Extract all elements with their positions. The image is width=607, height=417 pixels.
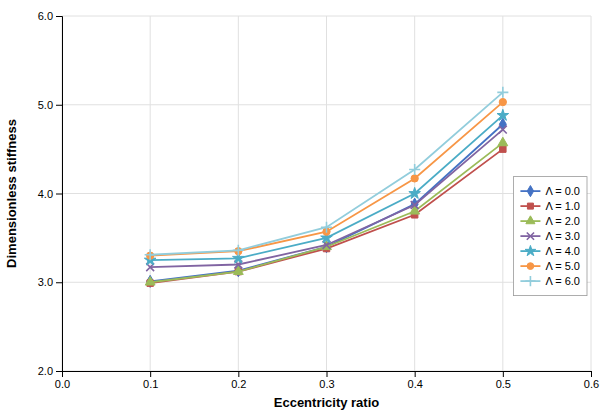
tick-label: 4.0 <box>38 188 53 200</box>
tick: 5.0 <box>38 99 62 111</box>
legend-label: Λ = 2.0 <box>545 215 580 227</box>
series <box>146 126 507 271</box>
tick-mark <box>56 16 62 17</box>
y-axis-title: Dimensionless stiffness <box>4 119 19 268</box>
point <box>498 137 508 146</box>
tick-mark <box>503 371 504 377</box>
legend: Λ = 0.0 Λ = 1.0 Λ = 2.0 Λ = 3.0 Λ = 4.0 Λ = 5… <box>513 177 587 296</box>
point <box>497 109 509 120</box>
tick-mark <box>327 371 328 377</box>
point <box>499 126 507 134</box>
tick: 3.0 <box>38 276 62 288</box>
series-group <box>144 87 508 288</box>
y-axis: 2.0 3.0 4.0 5.0 6.0 <box>38 10 63 377</box>
tick-label: 3.0 <box>38 276 53 288</box>
series <box>147 98 507 259</box>
tick: 0.2 <box>231 371 246 390</box>
tick: 0.0 <box>55 371 70 390</box>
x-axis-title: Eccentricity ratio <box>274 395 380 410</box>
legend-item: Λ = 5.0 <box>520 260 580 272</box>
tick-mark <box>56 371 62 372</box>
series-line <box>150 130 503 268</box>
tick: 0.5 <box>496 371 511 390</box>
legend-item: Λ = 2.0 <box>520 215 580 227</box>
point <box>321 222 332 233</box>
legend-item: Λ = 4.0 <box>520 245 580 257</box>
tick-mark <box>150 371 151 377</box>
tick-mark <box>56 282 62 283</box>
grid-line <box>62 104 591 105</box>
tick: 0.3 <box>319 371 334 390</box>
legend-item: Λ = 6.0 <box>520 275 580 287</box>
grid-line <box>62 193 591 194</box>
tick: 4.0 <box>38 188 62 200</box>
legend-item: Λ = 1.0 <box>520 200 580 212</box>
legend-marker <box>526 216 535 224</box>
tick-mark <box>591 371 592 377</box>
tick-label: 0.1 <box>143 378 158 390</box>
tick: 0.4 <box>408 371 423 390</box>
tick-label: 6.0 <box>38 10 53 22</box>
legend-label: Λ = 4.0 <box>545 245 580 257</box>
legend-label: Λ = 3.0 <box>545 230 580 242</box>
axis-line <box>56 17 63 372</box>
tick-mark <box>415 371 416 377</box>
series-line <box>150 149 503 283</box>
point <box>499 98 506 105</box>
point <box>409 164 420 175</box>
point <box>500 146 506 152</box>
legend-marker <box>527 203 533 209</box>
legend-marker <box>527 263 534 270</box>
series <box>147 118 507 287</box>
plot: 0.0 0.1 0.2 0.3 0.4 0.5 0.6 2.0 3.0 4.0 5.0 6.0 Λ = … <box>38 10 599 390</box>
legend-label: Λ = 6.0 <box>545 275 580 287</box>
tick-label: 5.0 <box>38 99 53 111</box>
tick-label: 0.4 <box>408 378 423 390</box>
legend-marker <box>527 232 534 239</box>
chart: 0.0 0.1 0.2 0.3 0.4 0.5 0.6 2.0 3.0 4.0 5.0 6.0 Λ = … <box>0 0 607 417</box>
point <box>497 87 508 98</box>
grid <box>62 16 591 371</box>
tick-label: 0.5 <box>496 378 511 390</box>
tick-label: 2.0 <box>38 365 53 377</box>
point <box>411 201 419 209</box>
legend-box <box>513 177 587 296</box>
x-axis: 0.0 0.1 0.2 0.3 0.4 0.5 0.6 <box>55 371 599 390</box>
grid-line <box>62 282 591 283</box>
point <box>409 187 421 198</box>
tick: 6.0 <box>38 10 62 22</box>
series <box>145 87 509 260</box>
point <box>145 277 155 286</box>
point <box>233 245 244 256</box>
tick-mark <box>56 105 62 106</box>
tick-label: 0.0 <box>55 378 70 390</box>
tick: 2.0 <box>38 365 62 377</box>
tick-mark <box>238 371 239 377</box>
legend-marker <box>525 276 535 286</box>
tick: 0.1 <box>143 371 158 390</box>
tick-label: 0.2 <box>231 378 246 390</box>
legend-marker <box>525 245 536 255</box>
point <box>411 175 418 182</box>
grid-line <box>62 16 591 17</box>
series-line <box>150 143 503 282</box>
series <box>144 109 508 265</box>
legend-label: Λ = 5.0 <box>545 260 580 272</box>
tick-label: 0.3 <box>319 378 334 390</box>
tick-label: 0.6 <box>584 378 599 390</box>
axis-line <box>63 372 592 378</box>
legend-item: Λ = 0.0 <box>520 185 580 197</box>
series-line <box>150 115 503 260</box>
legend-marker <box>527 186 533 197</box>
tick-mark <box>56 194 62 195</box>
legend-label: Λ = 0.0 <box>545 185 580 197</box>
legend-item: Λ = 3.0 <box>520 230 580 242</box>
series-line <box>150 92 503 254</box>
series-line <box>150 102 503 256</box>
point <box>145 249 156 260</box>
tick: 0.6 <box>584 371 599 390</box>
legend-label: Λ = 1.0 <box>545 200 580 212</box>
